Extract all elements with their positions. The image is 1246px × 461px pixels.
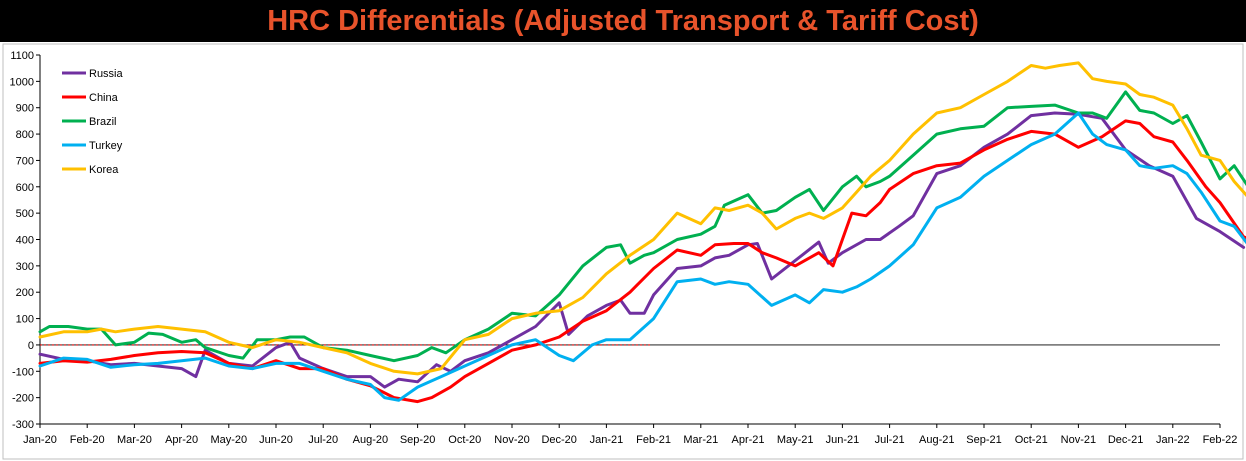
chart-title: HRC Differentials (Adjusted Transport & …: [267, 4, 979, 37]
x-tick-label: Sep-20: [400, 434, 435, 446]
x-tick-label: Jan-20: [23, 434, 57, 446]
y-tick-label: 300: [16, 261, 34, 273]
x-tick-label: Aug-20: [353, 434, 388, 446]
chart-legend: Russia China Brazil Turkey Korea: [62, 68, 124, 176]
y-tick-label: -200: [12, 393, 34, 405]
x-tick-label: May-21: [777, 434, 814, 446]
legend-label-turkey: Turkey: [89, 140, 123, 152]
series-line-china: [38, 119, 1246, 404]
x-tick-label: Jun-20: [259, 434, 293, 446]
chart-title-bar: HRC Differentials (Adjusted Transport & …: [0, 0, 1246, 42]
x-tick-label: Oct-21: [1015, 434, 1048, 446]
x-tick-label: Dec-20: [541, 434, 576, 446]
y-tick-label: 900: [16, 103, 34, 115]
x-tick-label: Feb-22: [1203, 434, 1238, 446]
y-tick-label: 0: [28, 340, 34, 352]
x-tick-label: Sep-21: [966, 434, 1001, 446]
series-lines: [38, 61, 1246, 404]
y-tick-label: -100: [12, 366, 34, 378]
legend-label-china: China: [89, 92, 119, 104]
y-tick-label: 200: [16, 287, 34, 299]
legend-label-russia: Russia: [89, 68, 124, 80]
x-tick-label: Dec-21: [1108, 434, 1143, 446]
y-tick-label: 400: [16, 235, 34, 247]
x-tick-label: Oct-20: [448, 434, 481, 446]
y-tick-label: 1100: [10, 50, 34, 62]
x-tick-label: Mar-21: [683, 434, 718, 446]
chart-axes: -300 -200 -100 0 100 200 300 400 500 600 700 800 900…: [10, 50, 1238, 446]
series-line-korea: [38, 61, 1246, 376]
x-tick-label: May-20: [210, 434, 247, 446]
x-tick-label: Jul-20: [308, 434, 338, 446]
x-tick-label: Jul-21: [875, 434, 905, 446]
x-tick-label: Mar-20: [117, 434, 152, 446]
y-tick-label: 800: [16, 129, 34, 141]
x-tick-label: Aug-21: [919, 434, 954, 446]
chart-frame: [2, 43, 1244, 460]
x-tick-label: Feb-20: [70, 434, 105, 446]
y-tick-label: 500: [16, 208, 34, 220]
legend-label-korea: Korea: [89, 164, 119, 176]
x-tick-label: Apr-20: [165, 434, 198, 446]
y-tick-label: 700: [16, 155, 34, 167]
x-tick-label: Apr-21: [731, 434, 764, 446]
legend-label-brazil: Brazil: [89, 116, 117, 128]
x-tick-label: Nov-21: [1061, 434, 1096, 446]
series-line-turkey: [38, 111, 1246, 402]
y-tick-label: 600: [16, 182, 34, 194]
x-tick-label: Jan-21: [590, 434, 624, 446]
series-line-brazil: [38, 90, 1246, 363]
x-tick-label: Jan-22: [1156, 434, 1190, 446]
x-tick-label: Feb-21: [636, 434, 671, 446]
x-tick-label: Nov-20: [494, 434, 529, 446]
x-tick-label: Jun-21: [826, 434, 860, 446]
y-tick-label: 100: [16, 314, 34, 326]
series-line-russia: [38, 111, 1246, 389]
y-tick-label: 1000: [10, 76, 34, 88]
y-tick-label: -300: [12, 419, 34, 431]
